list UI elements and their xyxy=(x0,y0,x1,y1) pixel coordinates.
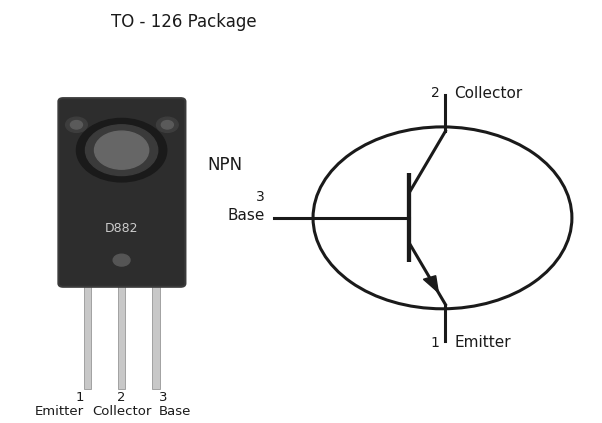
Circle shape xyxy=(76,118,167,182)
Text: Emitter: Emitter xyxy=(455,335,511,350)
Text: D882: D882 xyxy=(105,222,138,235)
Circle shape xyxy=(157,117,178,132)
Text: Base: Base xyxy=(159,405,191,418)
Text: 2: 2 xyxy=(117,391,126,404)
Circle shape xyxy=(95,131,149,169)
Circle shape xyxy=(113,254,130,266)
Circle shape xyxy=(70,121,82,129)
Text: 3: 3 xyxy=(256,190,265,204)
Polygon shape xyxy=(423,276,438,292)
Text: 1: 1 xyxy=(430,335,439,350)
Circle shape xyxy=(66,117,87,132)
FancyBboxPatch shape xyxy=(118,283,125,389)
Text: Emitter: Emitter xyxy=(35,405,84,418)
Text: 2: 2 xyxy=(430,86,439,100)
FancyBboxPatch shape xyxy=(152,283,160,389)
Circle shape xyxy=(85,125,158,176)
Text: 1: 1 xyxy=(76,391,84,404)
Text: NPN: NPN xyxy=(208,156,243,174)
Text: TO - 126 Package: TO - 126 Package xyxy=(111,13,257,31)
Circle shape xyxy=(161,121,173,129)
FancyBboxPatch shape xyxy=(58,98,185,287)
Text: Collector: Collector xyxy=(455,85,523,101)
FancyBboxPatch shape xyxy=(84,283,91,389)
Text: Collector: Collector xyxy=(92,405,151,418)
Text: 3: 3 xyxy=(159,391,167,404)
Text: Base: Base xyxy=(228,208,265,223)
